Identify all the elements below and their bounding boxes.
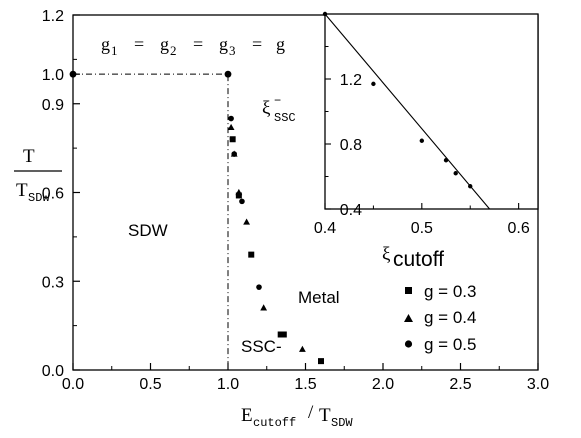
ann-g: g	[276, 34, 285, 54]
y-label-numerator: T	[23, 146, 35, 167]
region-label-metal: Metal	[298, 288, 340, 307]
x-label-denom-sub: SDW	[331, 416, 353, 430]
main-y-ticks: 0.0 0.3 0.6 0.9 1.0 1.2	[42, 8, 80, 380]
coupling-annotation: g 1 = g 2 = g 3 = g	[101, 34, 285, 58]
main-x-tick-label: 1.5	[294, 376, 316, 393]
marker-square	[318, 358, 324, 365]
ann-eq1: =	[134, 34, 144, 54]
marker-square	[248, 251, 255, 258]
inset-data-points	[322, 11, 473, 189]
main-y-tick-label: 0.9	[42, 97, 64, 114]
inset-x-ticks: 0.4 0.5 0.6	[314, 203, 530, 237]
marker-square	[235, 192, 242, 199]
marker-square	[280, 331, 287, 338]
legend-marker-triangle	[404, 314, 413, 322]
inset-point	[371, 81, 376, 87]
marker-circle	[256, 284, 262, 290]
ann-g3: g	[219, 34, 228, 54]
inset-y-label-sub: SSC	[274, 111, 296, 125]
inset-x-label-sub: cutoff	[393, 248, 444, 271]
inset-x-tick-label: 0.5	[411, 220, 433, 237]
marker-triangle	[235, 188, 243, 196]
marker-circle	[228, 115, 234, 122]
inset-x-label: ξ	[382, 244, 391, 265]
ann-g1-sub: 1	[111, 43, 118, 58]
inset-y-tick-label: 0.4	[340, 202, 362, 219]
x-label-main: E	[241, 405, 253, 426]
marker-square	[277, 331, 284, 338]
inset-point	[468, 184, 473, 189]
inset-frame	[324, 13, 539, 210]
marker-triangle	[299, 345, 306, 352]
legend-label-g05: g = 0.5	[424, 335, 476, 354]
x-label-denom: T	[319, 405, 331, 426]
marker-triangle	[243, 218, 250, 225]
inset-chart: 0.4 0.5 0.6 0.4 0.8 1.2 ξ − SSC ξ cutoff	[262, 11, 539, 271]
inset-fit-line	[324, 13, 491, 210]
boundary-marker	[69, 70, 77, 78]
y-label-denominator: T	[16, 180, 28, 201]
legend-label-g04: g = 0.4	[424, 308, 476, 327]
main-y-tick-label: 1.0	[42, 67, 64, 84]
phase-boundary-markers	[69, 70, 232, 78]
ann-g2-sub: 2	[170, 43, 177, 58]
region-label-ssc: SSC-	[241, 337, 282, 356]
main-x-tick-label: 0.5	[139, 376, 161, 393]
main-x-tick-label: 0.0	[62, 376, 84, 393]
inset-x-tick-label: 0.6	[508, 220, 530, 237]
main-x-tick-label: 3.0	[527, 376, 549, 393]
main-x-tick-label: 2.5	[449, 376, 471, 393]
inset-y-tick-label: 1.2	[340, 72, 362, 89]
main-x-axis-label: E cutoff / T SDW	[241, 402, 353, 430]
marker-circle	[239, 198, 245, 205]
main-y-tick-label: 1.2	[42, 8, 64, 25]
marker-triangle	[260, 304, 268, 311]
inset-y-ticks: 0.4 0.8 1.2	[325, 46, 362, 219]
region-label-sdw: SDW	[128, 221, 168, 240]
ann-g3-sub: 3	[229, 43, 236, 58]
boundary-marker	[224, 70, 232, 78]
main-y-tick-label: 0.3	[42, 274, 64, 291]
main-y-axis-label: T T SDW	[14, 146, 62, 205]
legend-label-g03: g = 0.3	[424, 282, 476, 301]
inset-point	[443, 158, 449, 163]
main-x-tick-label: 1.0	[217, 376, 239, 393]
main-x-tick-label: 2.0	[372, 376, 394, 393]
inset-y-label: ξ	[262, 98, 271, 119]
legend-marker-circle	[404, 340, 413, 348]
legend: g = 0.3 g = 0.4 g = 0.5	[404, 282, 476, 354]
inset-point	[322, 11, 328, 17]
marker-square	[229, 136, 236, 143]
ann-g1: g	[101, 34, 110, 54]
phase-boundary-line	[73, 73, 229, 370]
x-label-main-sub: cutoff	[253, 416, 296, 430]
main-x-ticks: 0.0 0.5 1.0 1.5 2.0 2.5 3.0	[62, 363, 549, 393]
ann-eq2: =	[193, 34, 203, 54]
main-y-tick-label: 0.6	[42, 186, 64, 203]
main-y-tick-label: 0.0	[42, 363, 64, 380]
data-series-markers	[227, 115, 324, 365]
y-label-denominator-sub: SDW	[28, 191, 50, 205]
inset-y-tick-label: 0.8	[340, 137, 362, 154]
inset-y-label-sup: −	[274, 94, 281, 108]
inset-point	[453, 171, 458, 176]
legend-marker-square	[405, 287, 412, 294]
inset-x-tick-label: 0.4	[314, 220, 336, 237]
marker-circle	[231, 151, 237, 157]
ann-g2: g	[160, 34, 169, 54]
x-label-sep: /	[308, 402, 314, 423]
marker-triangle	[227, 123, 235, 131]
ann-eq3: =	[252, 34, 262, 54]
inset-point	[419, 138, 425, 143]
